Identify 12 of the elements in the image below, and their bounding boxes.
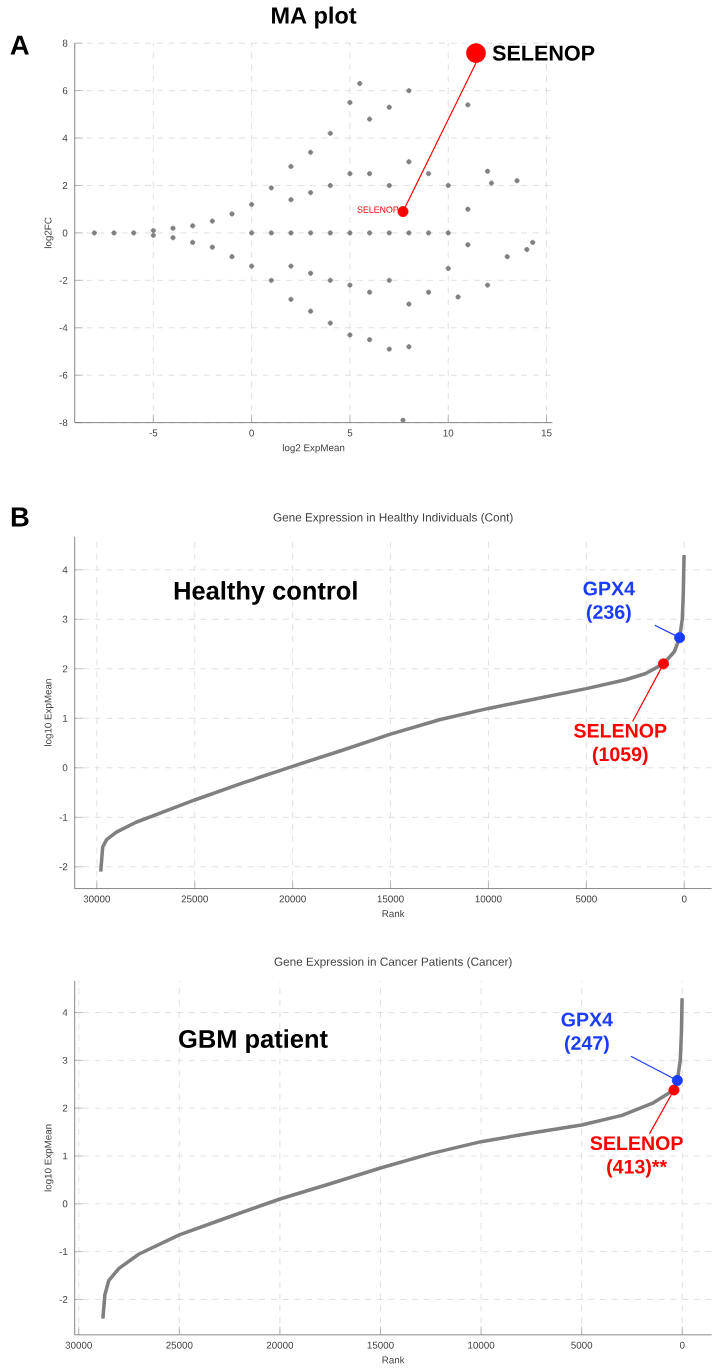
annotation: SELENOP (413)** — [590, 1136, 683, 1178]
annotation: GPX4 (247) — [561, 1012, 614, 1054]
annotation: GPX4 (236) — [583, 581, 636, 623]
text: A — [10, 35, 30, 55]
line-series — [101, 996, 685, 1321]
annotation: SELENOP (1059) — [574, 723, 667, 766]
chart-title: MA plot — [272, 6, 357, 29]
line-series — [99, 553, 687, 874]
text: B — [12, 507, 29, 527]
annotation: Healthy control — [175, 581, 357, 605]
annotation: GBM patient — [179, 1029, 328, 1053]
annotation: SELENOP — [492, 45, 595, 61]
